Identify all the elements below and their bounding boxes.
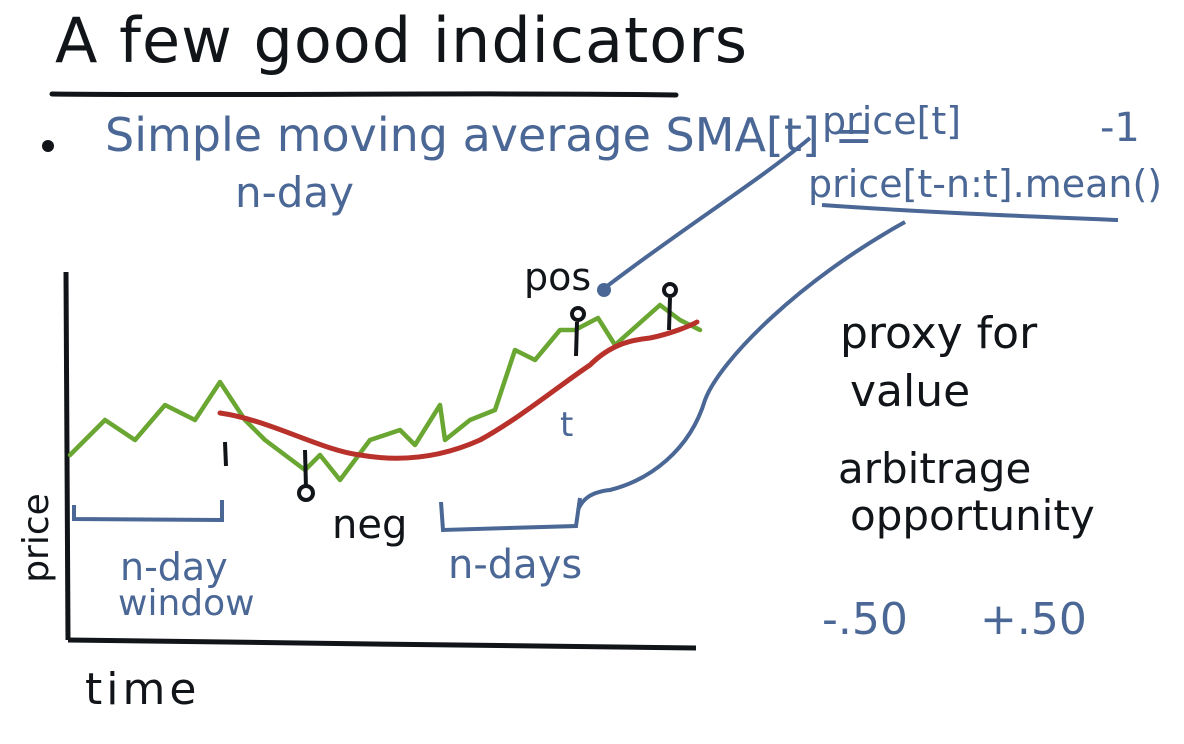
window-bracket [72,500,224,523]
ndays-label: n-days [448,542,583,588]
pos-label: pos [524,255,592,299]
x-axis-label: time [85,664,201,715]
page-title: A few good indicators [55,4,749,77]
arbitrage-note-line2: opportunity [850,491,1095,540]
window-label-line1: n-day [120,545,228,589]
pos-stem [574,321,579,357]
range-high: +.50 [980,594,1087,645]
arrow-numerator-to-pos [600,136,812,292]
price-line [67,302,703,483]
pos2-stem [667,297,672,331]
y-axis-label: price [15,493,57,583]
sma-denominator: price[t-n:t].mean() [808,162,1163,206]
neg-stem [303,449,308,489]
title-underline [49,91,679,98]
arbitrage-note-line1: arbitrage [838,444,1032,493]
neg-label: neg [332,502,408,548]
proxy-note-line1: proxy for [840,308,1038,359]
fraction-bar [821,203,1119,222]
sma-sublabel: n-day [235,168,355,217]
arrow-denominator-to-window [576,220,906,511]
sma-line [217,319,700,461]
t-label: t [560,405,574,445]
ndays-bracket [439,497,582,533]
neg-marker-icon [297,484,315,502]
sma-label: Simple moving average SMA[t] = [105,108,874,162]
window-label-line2: window [118,583,255,624]
pos-marker-icon [570,306,586,322]
window-start-tick [223,441,228,467]
proxy-note-line2: value [850,366,971,417]
y-axis [63,271,71,641]
x-axis [67,637,697,651]
pos2-marker-icon [662,282,678,298]
range-low: -.50 [822,594,908,645]
sma-numerator: price[t] [822,99,962,143]
bullet-dot [42,140,54,152]
sma-minus-one: -1 [1100,105,1140,151]
arrow-head-pos [597,283,611,297]
